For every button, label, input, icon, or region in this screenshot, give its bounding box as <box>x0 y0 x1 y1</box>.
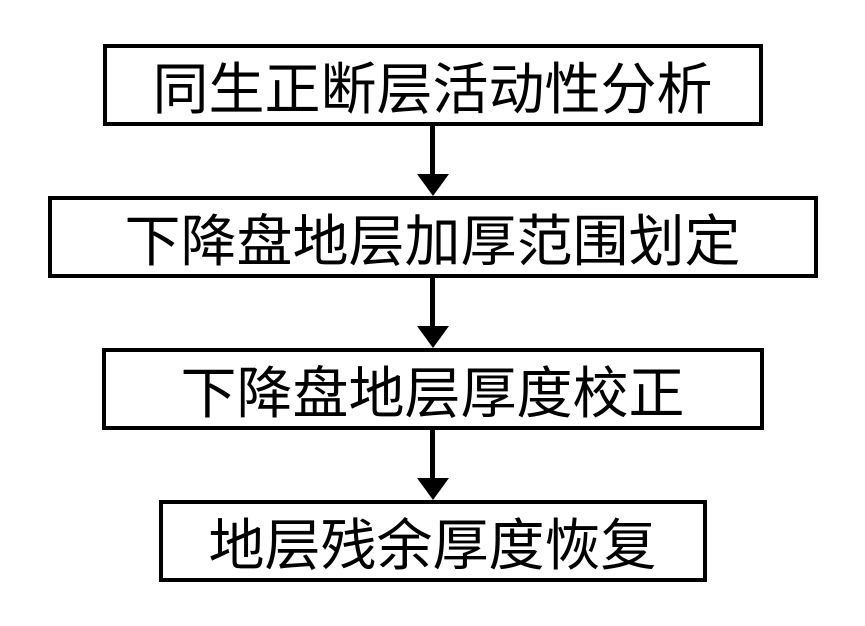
arrow-head-icon <box>417 174 449 196</box>
node-label: 下降盘地层加厚范围划定 <box>125 197 741 278</box>
flowchart-node-4: 地层残余厚度恢复 <box>159 500 707 582</box>
flowchart-node-3: 下降盘地层厚度校正 <box>102 348 764 430</box>
flowchart-node-2: 下降盘地层加厚范围划定 <box>48 196 818 278</box>
flowchart-arrow-1 <box>417 126 449 196</box>
arrow-head-icon <box>417 326 449 348</box>
node-label: 地层残余厚度恢复 <box>209 501 657 582</box>
flowchart-arrow-3 <box>417 430 449 500</box>
node-label: 下降盘地层厚度校正 <box>181 349 685 430</box>
node-label: 同生正断层活动性分析 <box>153 45 713 126</box>
flowchart-container: 同生正断层活动性分析 下降盘地层加厚范围划定 下降盘地层厚度校正 地层残余厚度恢… <box>48 44 818 582</box>
arrow-head-icon <box>417 478 449 500</box>
arrow-line <box>430 278 435 326</box>
arrow-line <box>430 126 435 174</box>
arrow-line <box>430 430 435 478</box>
flowchart-node-1: 同生正断层活动性分析 <box>103 44 763 126</box>
flowchart-arrow-2 <box>417 278 449 348</box>
